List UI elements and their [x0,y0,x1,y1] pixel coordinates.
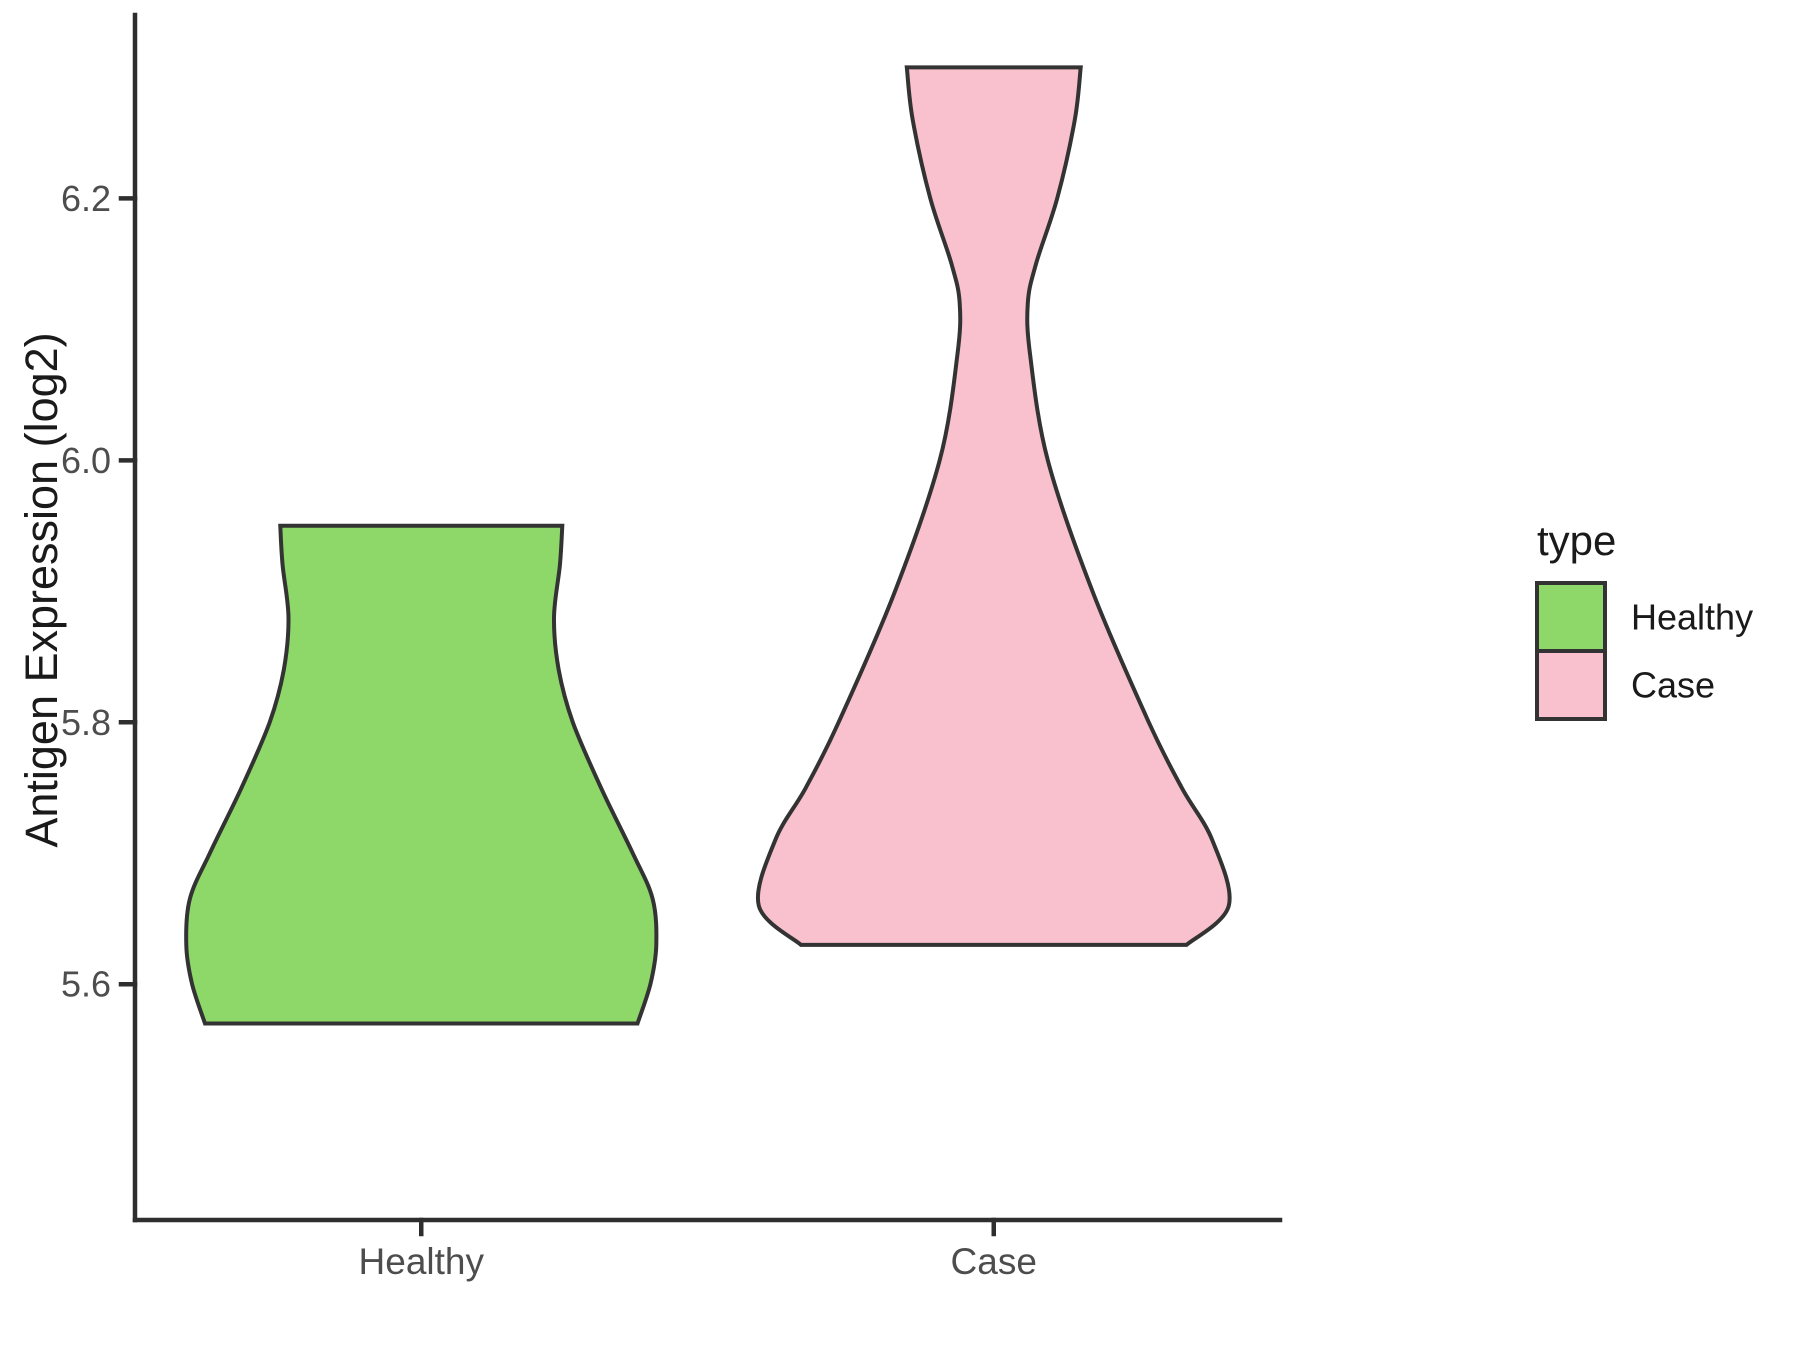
violin-shapes [184,65,1232,1026]
x-tick-label-case: Case [951,1241,1037,1282]
violin-case [755,65,1232,947]
x-tick-label-healthy: Healthy [359,1241,485,1282]
legend-title: type [1537,517,1616,564]
legend-swatch-case [1535,649,1607,721]
violin-healthy [184,523,659,1026]
legend-label-case: Case [1631,665,1715,706]
axes [118,12,1283,1237]
legend: type Healthy Case [1535,517,1753,721]
y-tick-label: 6.0 [61,440,111,481]
y-tick-label: 5.6 [61,964,111,1005]
y-tick-label: 6.2 [61,178,111,219]
y-axis-title: Antigen Expression (log2) [16,332,67,847]
y-tick-label: 5.8 [61,702,111,743]
legend-swatch-healthy [1535,581,1607,653]
x-axis-tick-labels: Healthy Case [359,1241,1037,1282]
legend-label-healthy: Healthy [1631,597,1753,638]
y-axis-tick-labels: 6.2 6.0 5.8 5.6 [61,178,111,1005]
